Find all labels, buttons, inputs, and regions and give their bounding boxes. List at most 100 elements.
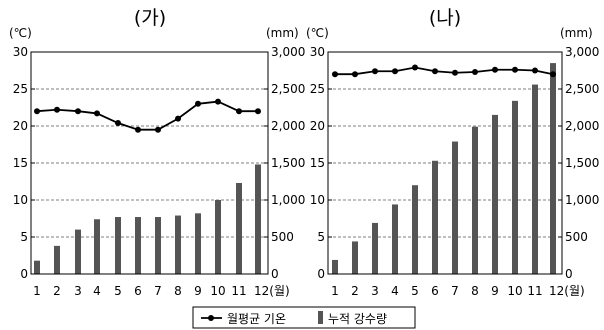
left-tick-label: 0 xyxy=(317,267,325,281)
temperature-point xyxy=(236,108,242,115)
left-tick-label: 20 xyxy=(310,119,325,133)
x-tick-label: 12(월) xyxy=(549,284,585,298)
precipitation-bar xyxy=(512,100,518,274)
x-tick-label: 6 xyxy=(431,284,439,298)
left-tick-label: 20 xyxy=(13,119,28,133)
legend-box xyxy=(192,306,416,329)
right-tick-label: 0 xyxy=(565,267,573,281)
left-axis-unit: (℃) xyxy=(306,26,329,40)
chart-ga: (가) (℃) (mm) 05101520253005001,0001,5002… xyxy=(9,7,305,298)
x-tick-label: 6 xyxy=(134,284,142,298)
precipitation-bar xyxy=(115,217,121,274)
temperature-point xyxy=(94,110,100,117)
legend-bar-icon xyxy=(318,311,323,324)
right-tick-label: 3,000 xyxy=(565,45,599,59)
right-tick-label: 500 xyxy=(565,230,588,244)
chart-title: (나) xyxy=(429,7,461,29)
legend: 월평균 기온 누적 강수량 xyxy=(192,306,416,329)
x-tick-label: 4 xyxy=(93,284,101,298)
right-tick-label: 1,000 xyxy=(271,193,305,207)
x-tick-label: 7 xyxy=(451,284,459,298)
left-tick-label: 25 xyxy=(310,82,325,96)
right-tick-label: 3,000 xyxy=(271,45,305,59)
left-tick-label: 5 xyxy=(317,230,325,244)
x-tick-label: 2 xyxy=(351,284,359,298)
right-axis-unit: (mm) xyxy=(266,26,299,40)
precipitation-bar xyxy=(75,229,81,274)
chart-title: (가) xyxy=(134,7,166,29)
precipitation-bar xyxy=(432,160,438,274)
legend-bar-label: 누적 강수량 xyxy=(328,312,387,326)
precipitation-bar xyxy=(352,241,358,274)
x-tick-label: 3 xyxy=(371,284,379,298)
left-tick-label: 15 xyxy=(13,156,28,170)
right-tick-label: 500 xyxy=(271,230,294,244)
x-tick-label: 8 xyxy=(174,284,182,298)
legend-marker-icon xyxy=(208,315,214,321)
precipitation-bar xyxy=(550,63,556,274)
legend-line-label: 월평균 기온 xyxy=(227,312,286,326)
precipitation-bar xyxy=(472,126,478,275)
temperature-line xyxy=(36,100,258,131)
temperature-point xyxy=(34,108,40,115)
precipitation-bar xyxy=(155,217,161,274)
precipitation-bar xyxy=(54,245,60,274)
temperature-point xyxy=(75,108,81,115)
right-tick-label: 1,500 xyxy=(565,156,599,170)
precipitation-bar xyxy=(372,222,378,274)
temperature-point xyxy=(54,106,60,113)
precipitation-bar xyxy=(332,259,338,274)
left-axis-unit: (℃) xyxy=(9,26,32,40)
left-tick-label: 30 xyxy=(310,45,325,59)
x-tick-label: 1 xyxy=(331,284,339,298)
temperature-point xyxy=(372,68,378,75)
precipitation-bar xyxy=(255,164,261,274)
right-tick-label: 2,500 xyxy=(565,82,599,96)
temperature-point xyxy=(352,71,358,78)
temperature-point xyxy=(452,69,458,76)
temperature-point xyxy=(255,108,261,115)
precipitation-bar xyxy=(175,215,181,274)
precipitation-bar xyxy=(34,260,40,274)
left-tick-label: 5 xyxy=(20,230,28,244)
temperature-point xyxy=(532,67,538,74)
x-tick-label: 5 xyxy=(114,284,122,298)
x-tick-label: 4 xyxy=(391,284,399,298)
x-tick-label: 11 xyxy=(231,284,246,298)
right-tick-label: 0 xyxy=(271,267,279,281)
temperature-point xyxy=(215,98,221,105)
temperature-point xyxy=(175,115,181,122)
x-tick-label: 10 xyxy=(210,284,225,298)
x-tick-label: 3 xyxy=(74,284,82,298)
left-tick-label: 15 xyxy=(310,156,325,170)
temperature-point xyxy=(432,68,438,75)
temperature-point xyxy=(412,64,418,71)
temperature-point xyxy=(492,66,498,73)
temperature-point xyxy=(135,126,141,133)
left-tick-label: 10 xyxy=(310,193,325,207)
precipitation-bar xyxy=(215,200,221,274)
temperature-point xyxy=(512,66,518,73)
temperature-point xyxy=(332,71,338,78)
left-tick-label: 25 xyxy=(13,82,28,96)
x-tick-label: 8 xyxy=(471,284,479,298)
temperature-point xyxy=(195,100,201,107)
temperature-point xyxy=(392,68,398,75)
right-tick-label: 2,000 xyxy=(565,119,599,133)
right-axis-unit: (mm) xyxy=(560,26,593,40)
precipitation-bar xyxy=(412,185,418,274)
precipitation-bar xyxy=(236,182,242,274)
right-tick-label: 1,500 xyxy=(271,156,305,170)
x-tick-label: 10 xyxy=(507,284,522,298)
right-tick-label: 2,000 xyxy=(271,119,305,133)
precipitation-bar xyxy=(452,141,458,274)
x-tick-label: 7 xyxy=(154,284,162,298)
x-tick-label: 9 xyxy=(194,284,202,298)
x-tick-label: 2 xyxy=(53,284,61,298)
precipitation-bar xyxy=(392,204,398,274)
precipitation-bar xyxy=(532,84,538,274)
x-tick-label: 11 xyxy=(527,284,542,298)
temperature-line xyxy=(335,66,554,76)
precipitation-bar xyxy=(492,114,498,275)
